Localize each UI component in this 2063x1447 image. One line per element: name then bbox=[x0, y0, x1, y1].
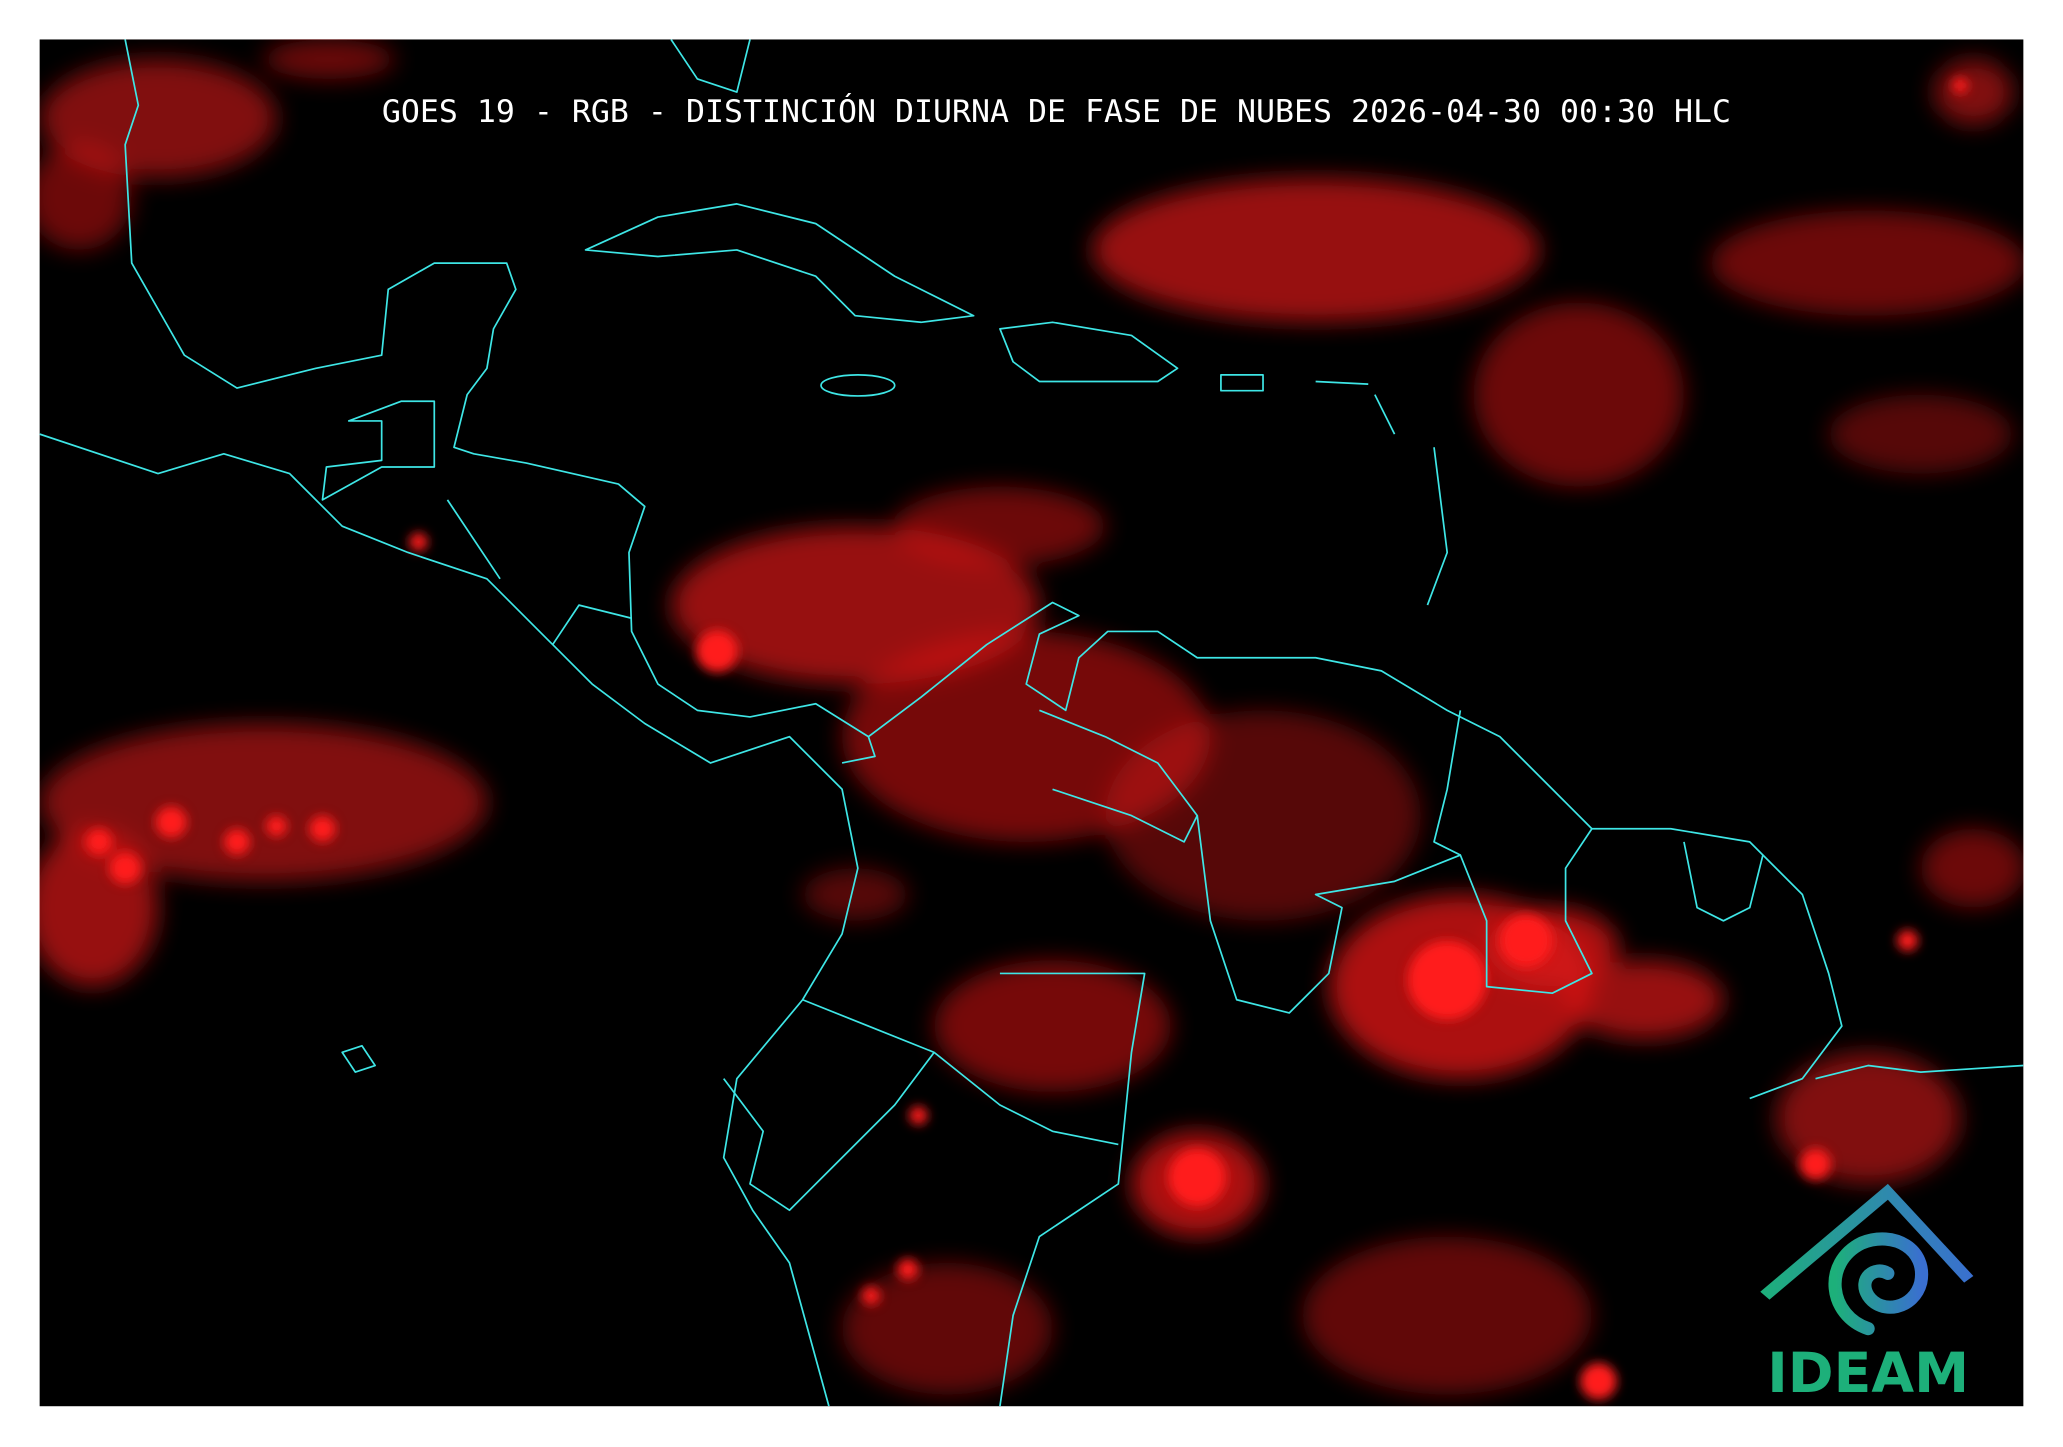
logo-swirl bbox=[1828, 1232, 1929, 1336]
coastlines bbox=[39, 39, 2024, 1407]
ideam-logo: IDEAM bbox=[1760, 1183, 1974, 1406]
map-content bbox=[39, 39, 2024, 1407]
logo-roof bbox=[1760, 1183, 1974, 1300]
map-title: GOES 19 - RGB - DISTINCIÓN DIURNA DE FAS… bbox=[382, 91, 1731, 130]
cloud-cores bbox=[85, 77, 1969, 1400]
logo-text: IDEAM bbox=[1767, 1342, 1969, 1406]
